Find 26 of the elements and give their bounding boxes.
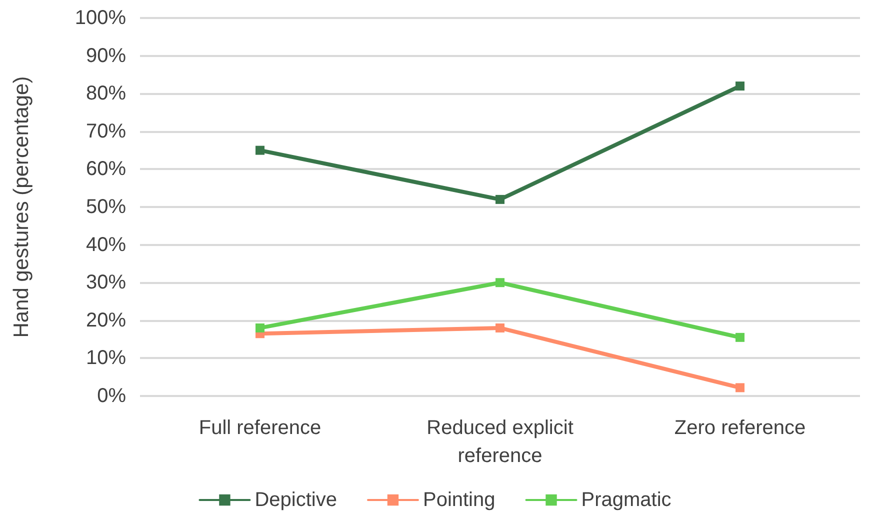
y-tick-label: 20%: [86, 309, 126, 332]
y-tick-label: 70%: [86, 120, 126, 142]
point: [496, 323, 504, 332]
point: [496, 278, 504, 288]
y-axis-title: Hand gestures (percentage): [10, 76, 33, 338]
point: [256, 146, 264, 155]
y-tick-label: 50%: [86, 196, 126, 218]
y-tick-label: 0%: [97, 385, 126, 407]
y-tick-label: 100%: [74, 7, 126, 29]
point: [256, 323, 264, 332]
y-tick-label: 10%: [86, 347, 126, 370]
y-tick-label: 40%: [86, 234, 126, 256]
x-tick-label: Full reference: [198, 417, 322, 439]
legend-label: Pointing: [422, 489, 496, 511]
y-tick-label: 60%: [86, 158, 126, 180]
x-tick-label: Zero reference: [674, 417, 806, 439]
point: [736, 383, 744, 392]
point: [736, 82, 744, 91]
legend-label: Pragmatic: [581, 489, 672, 511]
y-tick-label: 90%: [86, 44, 126, 67]
point: [496, 194, 504, 204]
y-tick-label: 30%: [86, 272, 126, 294]
legend-label: Depictive: [254, 489, 337, 511]
x-tick-label: Reduced explicit reference: [426, 417, 574, 467]
y-tick-label: 80%: [86, 82, 126, 105]
point: [736, 332, 744, 342]
